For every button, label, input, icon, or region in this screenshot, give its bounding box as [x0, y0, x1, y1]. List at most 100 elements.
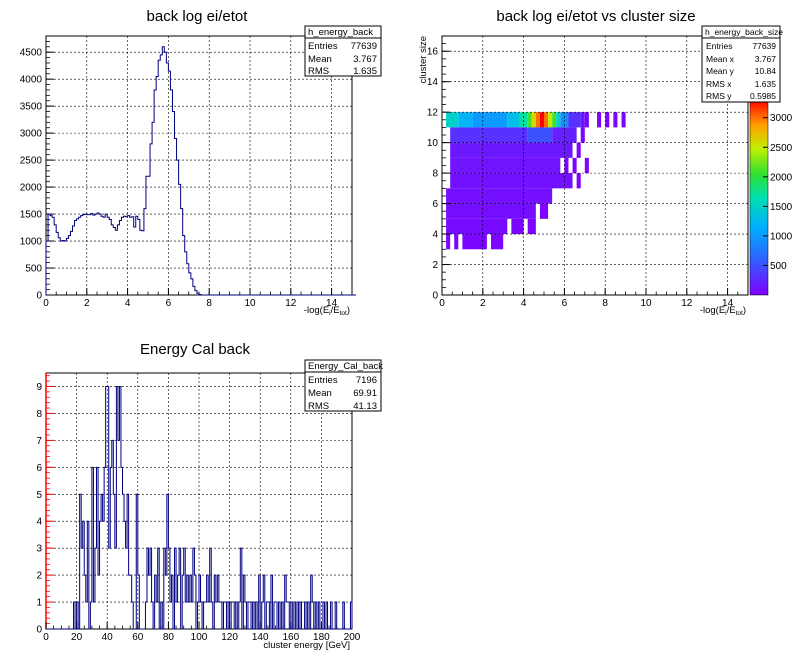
x-tick-label: 12 [285, 298, 297, 309]
heatmap-cell [568, 112, 581, 128]
stats-box: Energy_Cal_back Entries 7196 Mean 69.91 … [304, 359, 383, 412]
x-tick-label: 80 [163, 632, 175, 643]
y-tick-label: 1000 [20, 237, 43, 248]
stats-value: 77639 [752, 41, 776, 51]
y-axis: 0 500 1000 1500 2000 2500 3000 3500 4000 4500 [20, 35, 54, 302]
stats-box: h_energy_back_size Entries 77639 Mean x … [701, 25, 783, 103]
heatmap-cell [621, 112, 626, 128]
z-tick-label: 2000 [770, 172, 793, 183]
heatmap-cell [576, 173, 581, 189]
x-tick-label: 120 [221, 632, 238, 643]
heatmap-cell [564, 157, 569, 174]
heatmap-cell [450, 142, 573, 158]
x-tick-label: 2 [480, 298, 486, 309]
stats-label: Mean x [706, 54, 735, 64]
x-tick-label: 4 [125, 298, 131, 309]
x-tick-label: 0 [43, 632, 49, 643]
y-tick-label: 0 [36, 625, 42, 636]
heatmap-cell [580, 127, 585, 143]
y-tick-label: 1500 [20, 210, 43, 221]
heatmap-cell [580, 112, 585, 128]
y-tick-label: 8 [432, 169, 438, 180]
chart-title: Energy Cal back [140, 341, 251, 358]
z-tick-label: 3000 [770, 113, 793, 124]
stats-label: Entries [308, 41, 338, 52]
grid [46, 36, 352, 295]
x-axis: 0 2 4 6 8 10 12 14 [439, 288, 749, 309]
heatmap-cell [446, 203, 536, 219]
heatmap-cell [472, 112, 508, 128]
heatmap-cell [458, 112, 473, 128]
heatmap-cell [560, 112, 569, 128]
x-tick-label: 6 [562, 298, 568, 309]
stats-box: h_energy_back Entries 77639 Mean 3.767 R… [304, 25, 382, 77]
stats-label: RMS x [706, 79, 732, 89]
stats-value: 77639 [351, 41, 377, 52]
x-tick-label: 140 [252, 632, 269, 643]
stats-label: Entries [706, 41, 732, 51]
y-tick-label: 14 [427, 77, 439, 88]
heatmap-cell [535, 112, 540, 128]
y-tick-label: 4000 [20, 75, 43, 86]
y-tick-label: 12 [427, 108, 439, 119]
y-tick-label: 3 [36, 544, 42, 555]
heatmap-cell [507, 112, 520, 128]
y-tick-label: 1 [36, 598, 42, 609]
stats-value: 3.767 [755, 54, 777, 64]
y-tick-label: 10 [427, 138, 439, 149]
x-tick-label: 20 [71, 632, 83, 643]
heatmap-cell [539, 203, 549, 219]
stats-value: 7196 [356, 375, 377, 386]
heatmap-cell [584, 112, 589, 128]
x-tick-label: 14 [722, 298, 734, 309]
heatmap-cell [527, 127, 553, 143]
y-tick-label: 6 [432, 199, 438, 210]
heatmap-cell [576, 142, 581, 158]
x-tick-label: 0 [43, 298, 49, 309]
stats-value: 1.635 [353, 66, 377, 77]
stats-label: RMS y [706, 91, 732, 101]
stats-name: Energy_Cal_back [308, 361, 383, 372]
z-tick-label: 2500 [770, 143, 793, 154]
x-tick-label: 8 [206, 298, 212, 309]
y-tick-label: 3000 [20, 129, 43, 140]
y-tick-label: 16 [427, 47, 439, 58]
heatmap-cell [511, 218, 524, 235]
stats-name: h_energy_back [308, 27, 373, 38]
stats-value: 0.5985 [750, 91, 776, 101]
x-tick-label: 180 [313, 632, 330, 643]
x-axis-label: -log(Ei/Etot) [304, 305, 350, 317]
stats-value: 3.767 [353, 54, 377, 65]
y-tick-label: 5 [36, 490, 42, 501]
x-tick-label: 4 [521, 298, 527, 309]
grid [442, 36, 748, 295]
y-tick-label: 3500 [20, 102, 43, 113]
x-tick-label: 10 [640, 298, 652, 309]
heatmap-cell [519, 112, 528, 128]
z-tick-label: 1000 [770, 231, 793, 242]
stats-name: h_energy_back_size [705, 27, 783, 37]
y-axis: 0 2 4 6 8 10 12 14 16 [427, 35, 450, 302]
panel-energy-histogram: back log ei/etot 0 500 1000 1500 2000 2500 300… [20, 8, 382, 317]
x-tick-label: 60 [132, 632, 144, 643]
y-tick-label: 2000 [20, 183, 43, 194]
histogram-series [46, 385, 353, 630]
x-tick-label: 8 [602, 298, 608, 309]
heatmap-cell [490, 234, 504, 250]
heatmap-cell [446, 218, 508, 235]
x-axis-label: -log(Ei/Etot) [700, 305, 746, 317]
heatmap-cell [539, 112, 544, 128]
y-tick-label: 4 [36, 517, 42, 528]
heatmap-cell [605, 112, 610, 128]
heatmap-cell [446, 112, 459, 128]
heatmap-cell [462, 234, 487, 250]
stats-label: RMS [308, 66, 329, 77]
heatmap-cell [446, 234, 451, 250]
chart-title: back log ei/etot [147, 8, 249, 25]
y-tick-label: 7 [36, 436, 42, 447]
x-tick-label: 100 [191, 632, 208, 643]
heatmap-cells [446, 112, 626, 250]
stats-value: 69.91 [353, 388, 377, 399]
y-tick-label: 2 [432, 260, 438, 271]
x-tick-label: 40 [102, 632, 114, 643]
